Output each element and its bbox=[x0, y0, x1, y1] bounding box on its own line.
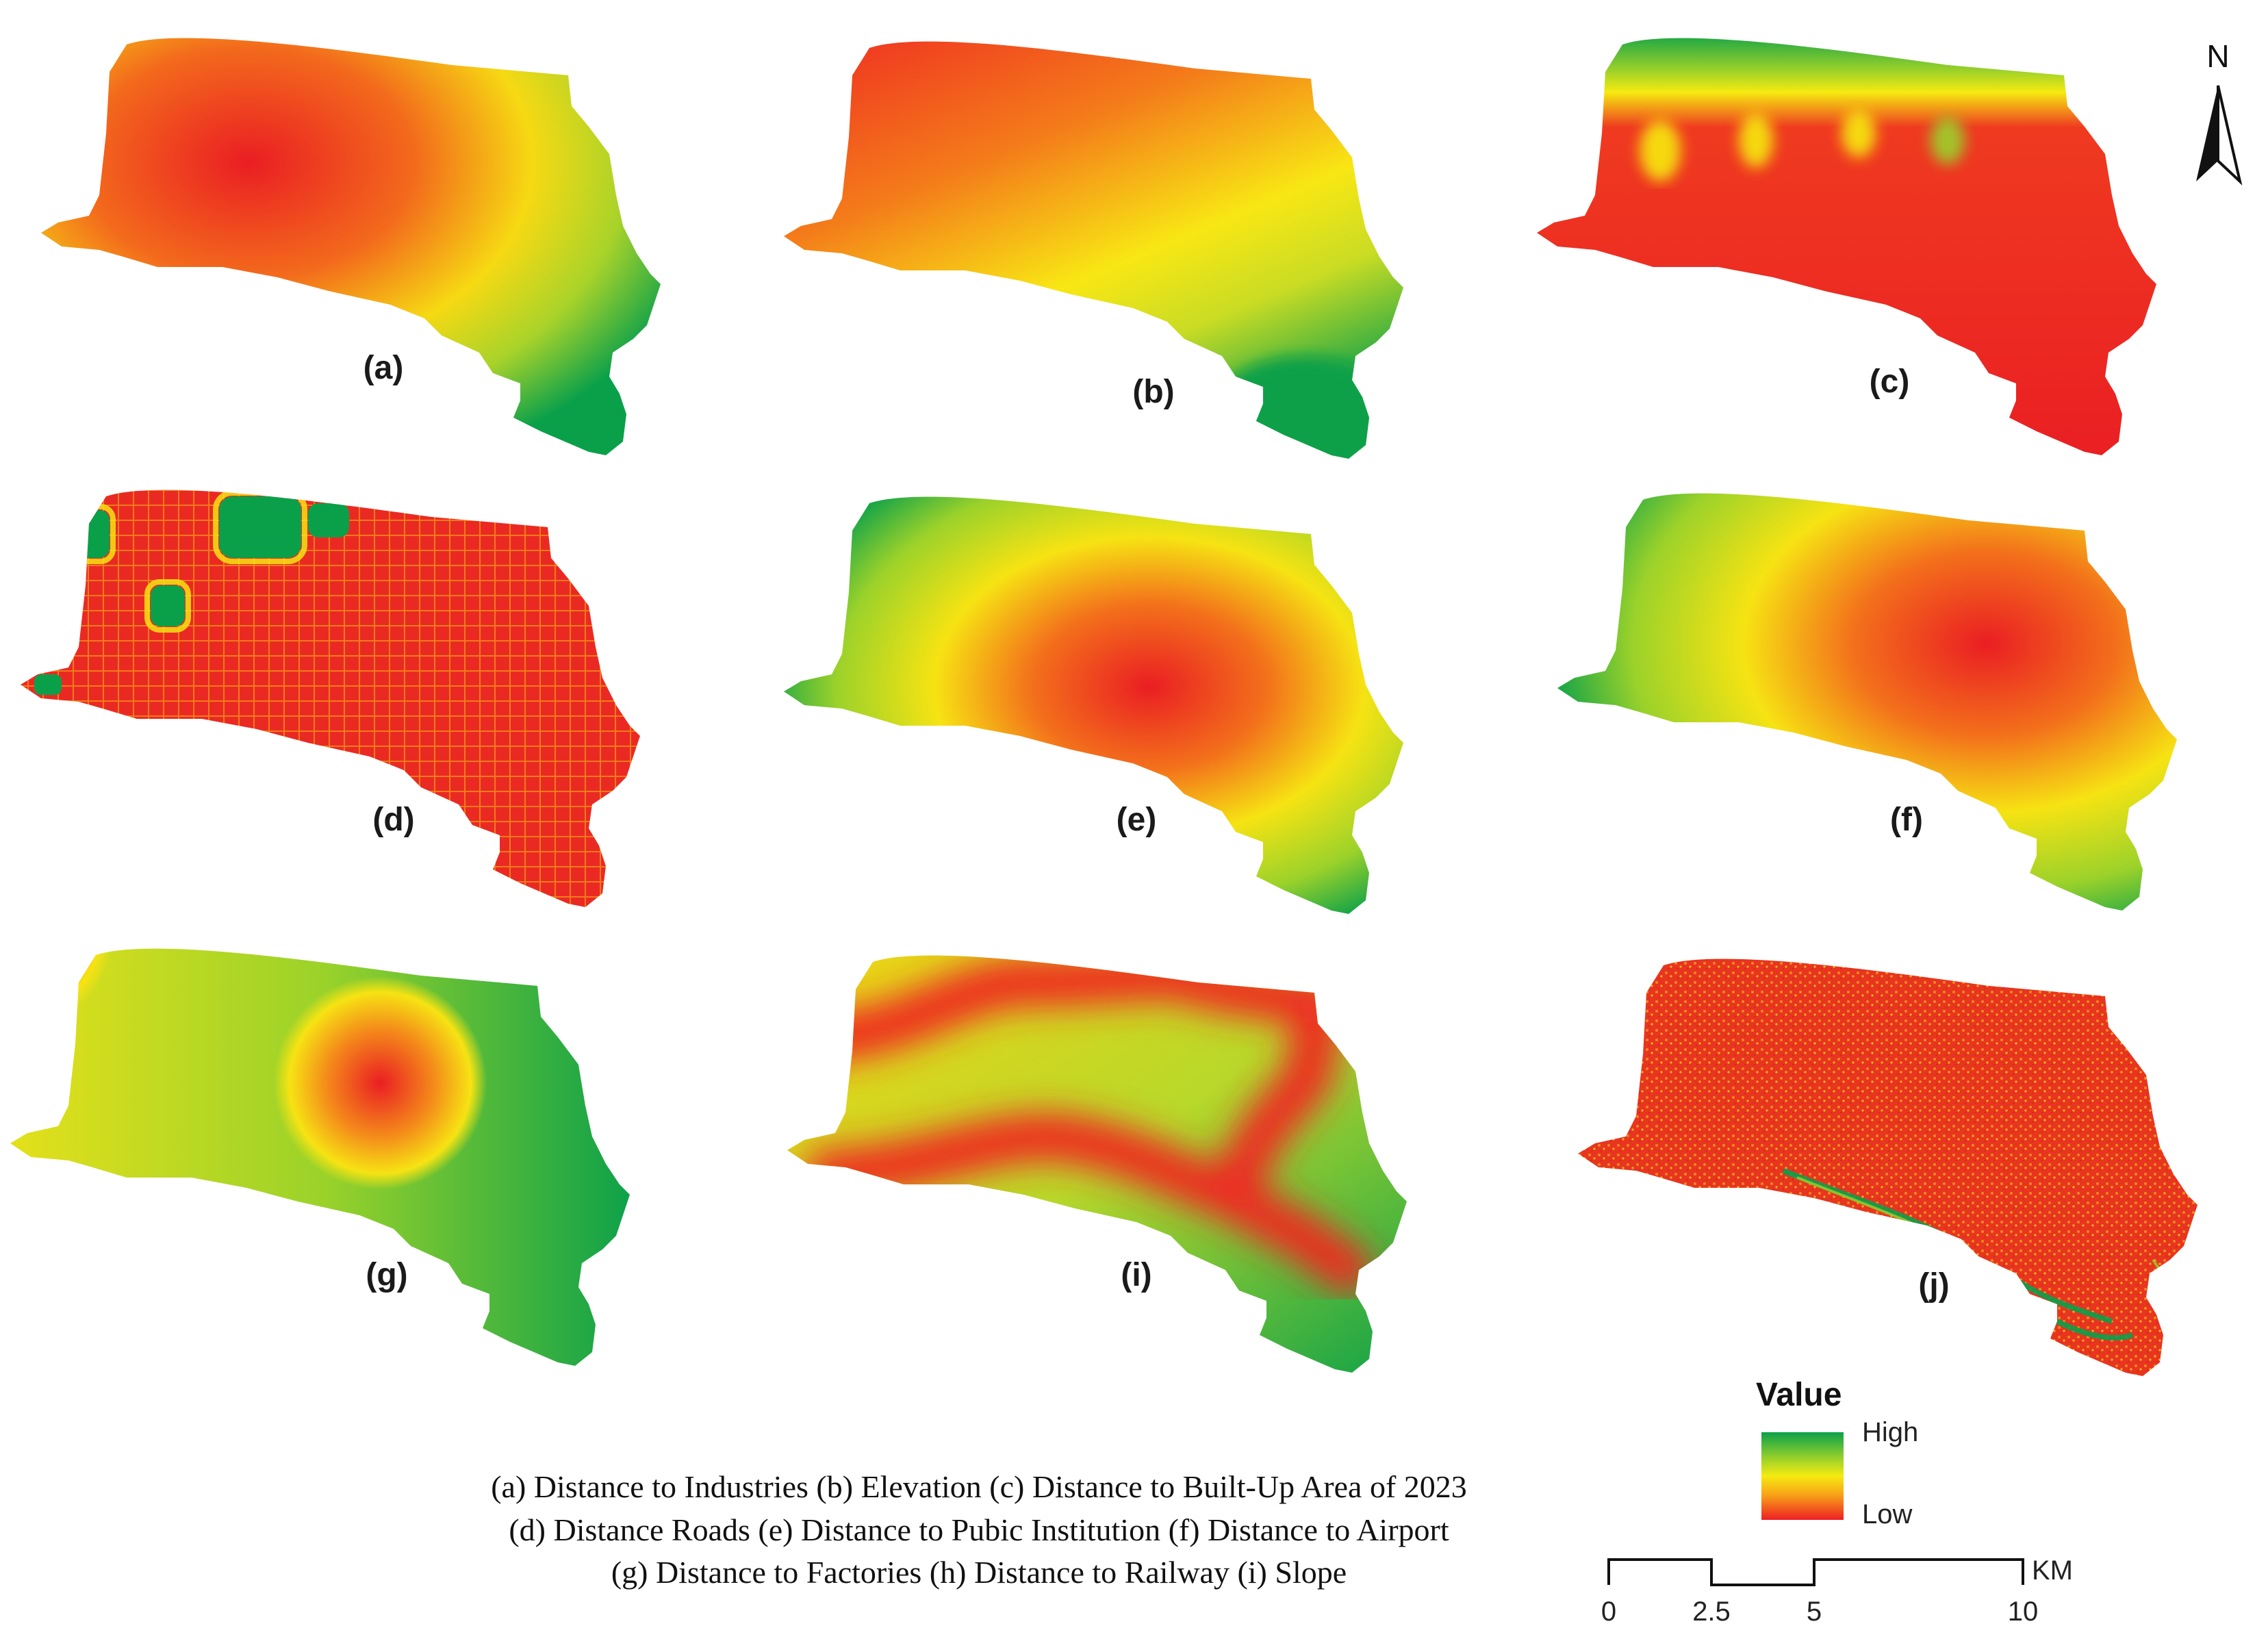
map-panel-b bbox=[784, 41, 1403, 459]
caption-line-1: (a) Distance to Industries (b) Elevation… bbox=[491, 1469, 1467, 1504]
map-panel-i bbox=[787, 955, 1407, 1373]
panel-label-g: (g) bbox=[366, 1257, 408, 1293]
map-panel-c bbox=[1537, 38, 2156, 456]
panel-label-f: (f) bbox=[1890, 802, 1923, 838]
scale-tick-0: 0 bbox=[1601, 1597, 1617, 1627]
legend-title: Value bbox=[1756, 1377, 1842, 1413]
scale-unit: KM bbox=[2032, 1555, 2073, 1586]
legend-low-label: Low bbox=[1862, 1499, 1913, 1529]
map-panel-g bbox=[10, 948, 630, 1367]
caption-line-2: (d) Distance Roads (e) Distance to Pubic… bbox=[509, 1512, 1449, 1547]
panel-label-a: (a) bbox=[363, 350, 404, 386]
panel-label-c: (c) bbox=[1869, 364, 1910, 400]
scale-tick-10: 10 bbox=[2007, 1597, 2039, 1627]
panel-label-b: (b) bbox=[1132, 374, 1175, 410]
north-label: N bbox=[2206, 38, 2230, 74]
scale-tick-2-5: 2.5 bbox=[1692, 1597, 1731, 1627]
caption-line-3: (g) Distance to Factories (h) Distance t… bbox=[611, 1555, 1347, 1590]
map-panel-j bbox=[1578, 958, 2197, 1377]
map-panel-a bbox=[41, 38, 661, 456]
scale-bar bbox=[1607, 1558, 2024, 1586]
map-panel-e bbox=[784, 496, 1403, 915]
north-arrow-icon bbox=[2196, 85, 2243, 186]
scale-tick-5: 5 bbox=[1806, 1597, 1822, 1627]
legend-high-label: High bbox=[1862, 1417, 1919, 1447]
panel-label-d: (d) bbox=[372, 802, 415, 838]
map-panel-f bbox=[1557, 493, 2177, 911]
panel-label-j: (j) bbox=[1918, 1267, 1950, 1304]
map-panel-d bbox=[21, 490, 640, 908]
legend-color-ramp bbox=[1761, 1432, 1844, 1520]
panel-label-i: (i) bbox=[1121, 1257, 1152, 1293]
panel-label-e: (e) bbox=[1116, 802, 1157, 838]
